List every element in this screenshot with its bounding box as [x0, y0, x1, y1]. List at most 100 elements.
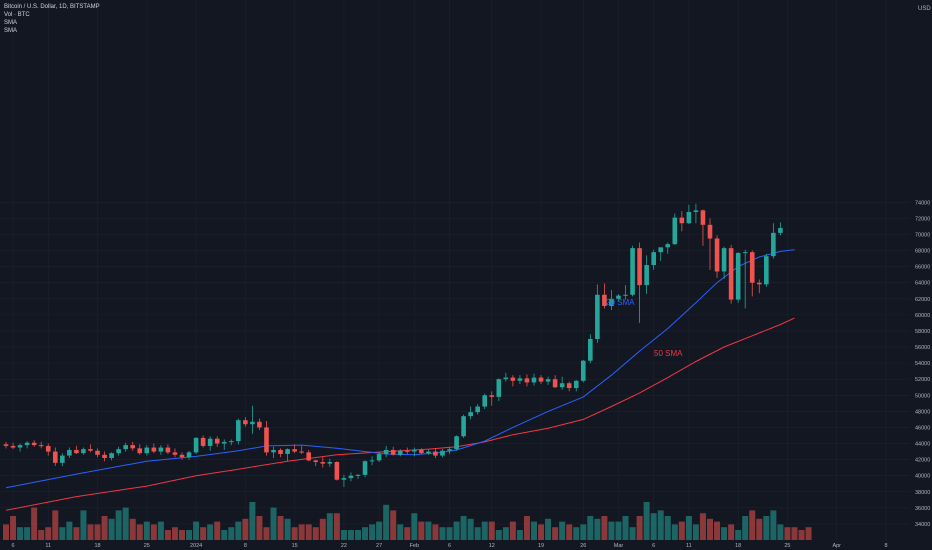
candle[interactable] [250, 405, 255, 434]
candle[interactable] [679, 211, 685, 232]
candle[interactable] [285, 448, 290, 462]
candle[interactable] [595, 284, 600, 344]
candle[interactable] [404, 447, 410, 454]
candle[interactable] [165, 444, 171, 454]
candle[interactable] [341, 474, 347, 487]
candle[interactable] [130, 441, 136, 451]
candle[interactable] [74, 445, 79, 454]
candle[interactable] [137, 444, 143, 455]
volume-indicator-label[interactable]: Vol · BTC [4, 12, 30, 18]
candle[interactable] [665, 242, 671, 254]
candle[interactable] [327, 458, 333, 467]
candle[interactable] [538, 375, 544, 385]
candle[interactable] [334, 461, 340, 481]
candle[interactable] [257, 418, 262, 430]
price-axis[interactable]: 34000 36000 38000 40000 42000 44000 46000 48000… [915, 200, 930, 528]
candle[interactable] [292, 444, 297, 454]
candle[interactable] [721, 246, 727, 279]
candle[interactable] [31, 440, 37, 447]
candle[interactable] [778, 222, 783, 236]
candle[interactable] [482, 393, 488, 409]
candle[interactable] [630, 245, 635, 297]
candle[interactable] [3, 441, 9, 449]
candle[interactable] [644, 255, 649, 294]
candle[interactable] [67, 447, 72, 458]
candle[interactable] [749, 250, 755, 297]
candle[interactable] [306, 449, 312, 462]
candle[interactable] [271, 446, 276, 458]
candle[interactable] [531, 373, 537, 386]
candle[interactable] [475, 404, 480, 415]
candle[interactable] [707, 218, 713, 270]
candle[interactable] [573, 380, 579, 392]
candle[interactable] [116, 446, 121, 456]
candle[interactable] [348, 472, 354, 482]
candle[interactable] [299, 445, 304, 454]
candle[interactable] [10, 442, 16, 450]
candle[interactable] [623, 285, 628, 300]
candle[interactable] [88, 444, 93, 453]
candle[interactable] [102, 451, 107, 462]
candle[interactable] [278, 448, 283, 458]
candle[interactable] [524, 374, 530, 387]
candle[interactable] [700, 209, 706, 246]
candle[interactable] [376, 452, 382, 463]
candle[interactable] [397, 449, 403, 457]
candle[interactable] [686, 204, 692, 225]
candle[interactable] [440, 449, 445, 458]
candle[interactable] [454, 435, 459, 451]
candle[interactable] [236, 418, 241, 445]
candle[interactable] [728, 244, 734, 304]
candle[interactable] [60, 453, 65, 467]
candle[interactable] [320, 457, 326, 468]
candle[interactable] [588, 334, 593, 364]
candle[interactable] [764, 253, 769, 287]
candle[interactable] [742, 249, 748, 309]
candle[interactable] [468, 406, 473, 420]
candle[interactable] [503, 372, 509, 382]
candle[interactable] [24, 441, 30, 449]
candle[interactable] [144, 445, 150, 456]
candle[interactable] [369, 456, 375, 466]
candle[interactable] [200, 435, 206, 448]
candle[interactable] [214, 436, 220, 447]
candle[interactable] [355, 474, 361, 479]
candle[interactable] [151, 443, 157, 454]
candle[interactable] [95, 448, 100, 458]
candle[interactable] [637, 242, 642, 323]
candle[interactable] [123, 442, 128, 452]
sma-indicator-label-1[interactable]: SMA [4, 20, 18, 26]
candle[interactable] [52, 447, 58, 467]
candle[interactable] [447, 446, 452, 454]
candle[interactable] [38, 441, 44, 449]
candle[interactable] [419, 448, 424, 454]
candle[interactable] [602, 283, 607, 309]
candle[interactable] [264, 421, 269, 456]
candle[interactable] [461, 414, 466, 438]
candle[interactable] [433, 448, 438, 458]
candle[interactable] [552, 375, 558, 389]
candle[interactable] [172, 448, 178, 458]
candle[interactable] [559, 376, 565, 390]
candle[interactable] [517, 375, 523, 385]
candle[interactable] [616, 293, 621, 302]
candle[interactable] [81, 447, 86, 455]
candle[interactable] [193, 437, 199, 454]
candle[interactable] [426, 449, 431, 455]
time-axis[interactable]: 6 11 18 25 2024 8 15 22 27 Feb 6 12 19 26 Mar 6 11 18 25 Ap… [12, 543, 932, 549]
candle[interactable] [362, 460, 368, 478]
candle[interactable] [756, 279, 762, 294]
candle[interactable] [672, 213, 678, 245]
candle[interactable] [566, 381, 572, 392]
candle[interactable] [714, 235, 720, 278]
candle[interactable] [313, 459, 319, 467]
candle[interactable] [651, 249, 656, 270]
candle[interactable] [510, 375, 516, 387]
candle[interactable] [243, 416, 248, 427]
candle[interactable] [693, 203, 699, 224]
sma-indicator-label-2[interactable]: SMA [4, 28, 18, 34]
candle[interactable] [735, 252, 741, 303]
candle[interactable] [489, 391, 495, 406]
candle[interactable] [45, 443, 51, 456]
